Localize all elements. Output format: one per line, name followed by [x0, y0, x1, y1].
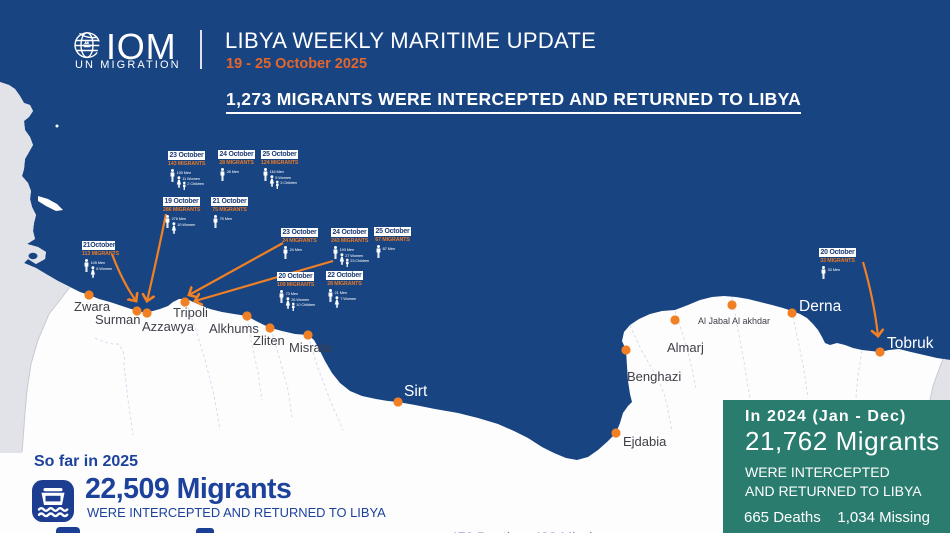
svg-text:Azzawya: Azzawya	[142, 319, 195, 334]
svg-text:Tripoli: Tripoli	[173, 305, 208, 320]
svg-text:Al Jabal Al akhdar: Al Jabal Al akhdar	[698, 316, 770, 326]
svg-text:Benghazi: Benghazi	[627, 369, 681, 384]
svg-text:Zwara: Zwara	[74, 299, 111, 314]
svg-text:Ejdabia: Ejdabia	[623, 434, 667, 449]
svg-text:Almarj: Almarj	[667, 340, 704, 355]
svg-text:Zliten: Zliten	[253, 333, 285, 348]
svg-text:Alkhums: Alkhums	[209, 321, 259, 336]
svg-text:Tobruk: Tobruk	[887, 335, 934, 352]
svg-text:Derna: Derna	[799, 298, 842, 315]
svg-text:Misrata: Misrata	[289, 340, 332, 355]
svg-text:Surman: Surman	[95, 312, 141, 327]
svg-text:Sirt: Sirt	[404, 383, 428, 400]
